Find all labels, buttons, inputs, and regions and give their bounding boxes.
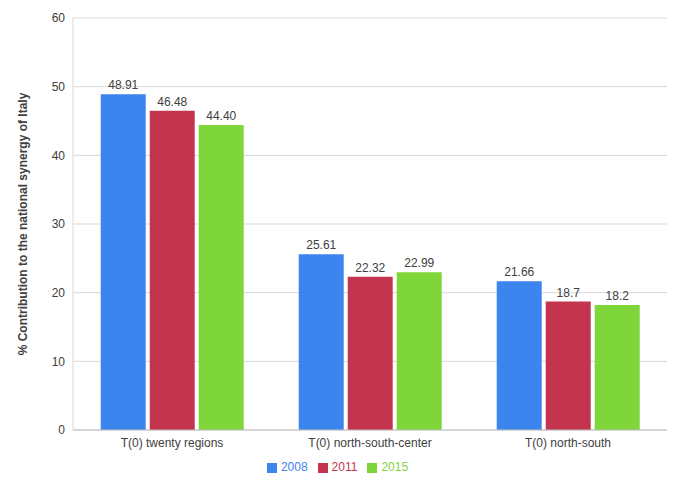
svg-text:22.32: 22.32 [355, 261, 385, 275]
svg-text:44.40: 44.40 [206, 109, 236, 123]
svg-text:21.66: 21.66 [504, 265, 534, 279]
svg-text:18.7: 18.7 [557, 286, 581, 300]
html-text:2008: 2008 [280, 460, 308, 474]
svg-text:T(0) twenty regions: T(0) twenty regions [121, 436, 224, 450]
svg-text:50: 50 [52, 80, 66, 94]
svg-text:10: 10 [52, 355, 66, 369]
svg-text:25.61: 25.61 [306, 238, 336, 252]
svg-text:T(0) north-south-center: T(0) north-south-center [308, 436, 431, 450]
svg-text:30: 30 [52, 217, 66, 231]
svg-text:18.2: 18.2 [606, 289, 630, 303]
svg-text:60: 60 [52, 11, 66, 25]
html-text:2011: 2011 [331, 460, 358, 474]
svg-text:40: 40 [52, 149, 66, 163]
svg-text:46.48: 46.48 [157, 95, 187, 109]
svg-text:22.99: 22.99 [404, 256, 434, 270]
svg-text:48.91: 48.91 [108, 78, 138, 92]
svg-text:0: 0 [58, 423, 65, 437]
svg-text:T(0) north-south: T(0) north-south [525, 436, 611, 450]
html-text:2015: 2015 [381, 460, 409, 474]
svg-text:20: 20 [52, 286, 66, 300]
svg-text:% Contribution to the national: % Contribution to the national synergy o… [16, 92, 30, 355]
